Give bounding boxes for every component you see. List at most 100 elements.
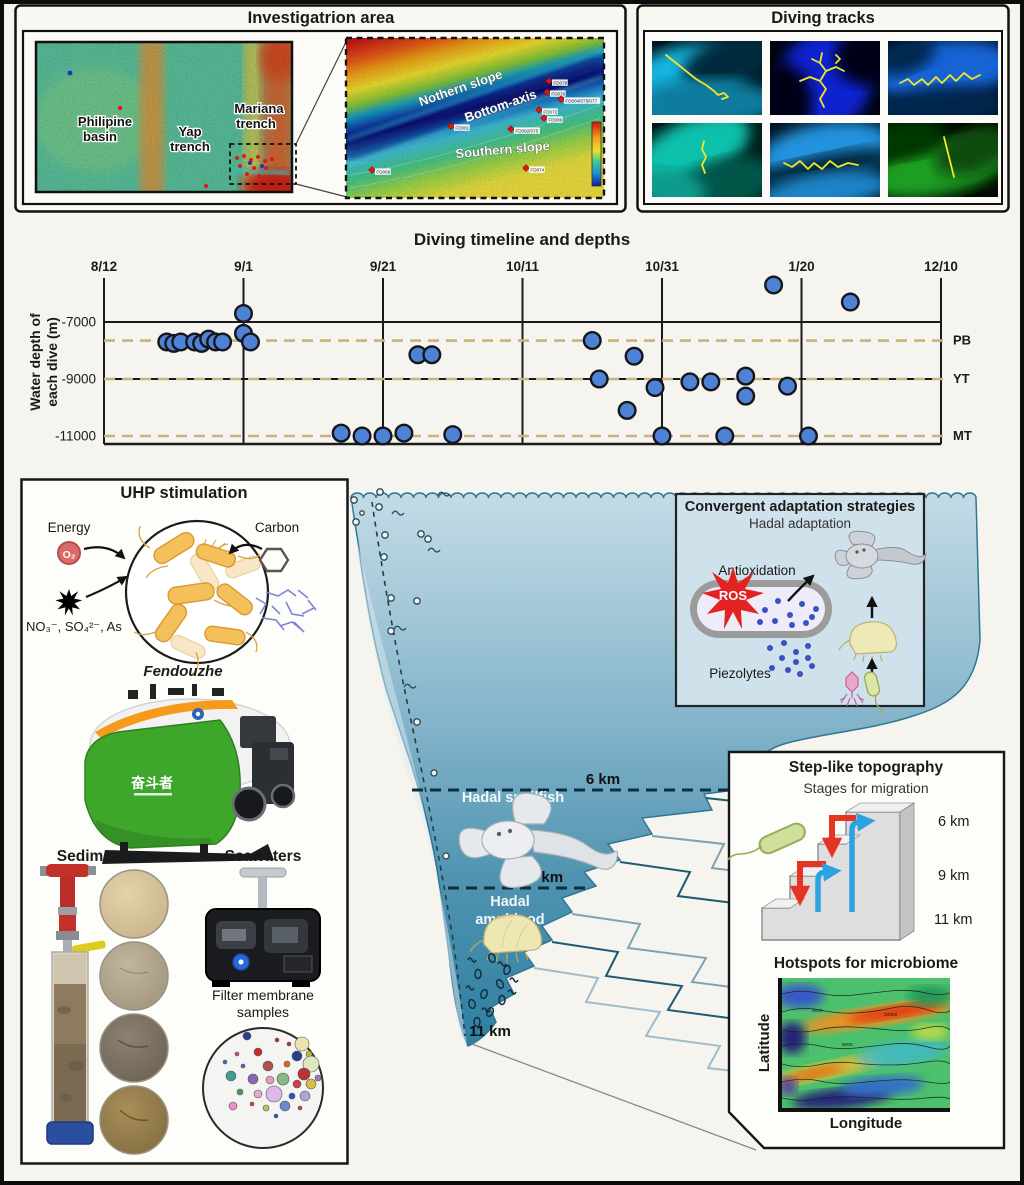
dive-depth-point xyxy=(213,332,233,352)
migrating-bacterium-icon xyxy=(727,822,806,861)
dive-site-label: FD084/075/077 xyxy=(565,98,597,103)
dive-site-marker xyxy=(545,77,553,85)
dive-track-line xyxy=(899,72,981,86)
contour-label-1: 9000 xyxy=(812,1008,823,1014)
dive-depth-point xyxy=(373,426,393,446)
uhp-title: UHP stimulation xyxy=(120,484,247,502)
regional-map-border xyxy=(34,40,294,194)
label-philippine-basin-2: basin xyxy=(83,129,117,144)
seawater-sampler-photo xyxy=(205,867,321,987)
stair-depth-6km: 6 km xyxy=(938,814,969,830)
label-mariana-trench-2: trench xyxy=(236,116,276,131)
dive-site-marker xyxy=(522,164,530,172)
piezolyte-dots xyxy=(757,598,819,677)
x-tick-label: 12/10 xyxy=(924,259,958,274)
dive-depth-point xyxy=(840,292,860,312)
fendouzhe-submersible-illustration: 奋斗者 xyxy=(84,684,296,864)
microbes-illustration xyxy=(133,525,261,675)
depth-label-11km: 11 km xyxy=(469,1023,511,1040)
dive-site-marker xyxy=(507,125,515,133)
adaptation-snailfish-icon xyxy=(834,530,927,580)
zoom-connector-bottom xyxy=(295,183,348,198)
dive-depth-point xyxy=(394,423,414,443)
oxygen-label: O₂ xyxy=(63,549,76,561)
dive-site-label: FD081 xyxy=(455,125,469,130)
investigation-title: Investigatrion area xyxy=(248,9,396,27)
sediments-title: Sediments xyxy=(57,848,135,865)
hotspots-y-axis xyxy=(778,978,782,1112)
dive-site-label: FD074 xyxy=(530,167,544,172)
dive-depth-point xyxy=(617,400,637,420)
x-tick-label: 9/21 xyxy=(370,259,397,274)
lignin-structure-icon xyxy=(255,589,317,633)
dive-depth-point xyxy=(582,331,602,351)
oxygen-icon xyxy=(57,541,81,565)
migration-arrow-up-1 xyxy=(849,812,876,912)
label-yap-trench-2: trench xyxy=(170,139,210,154)
chart-plot-area: 8/12 9/1 9/21 10/11 10/31 1/20 12/10 -7000 -9000… xyxy=(55,259,972,446)
dive-site-marker xyxy=(535,106,543,114)
phage-icon xyxy=(839,671,865,707)
dive-depth-point xyxy=(736,386,756,406)
dive-depth-point xyxy=(240,332,260,352)
water-left-highlight xyxy=(351,498,467,1044)
hadal-amphipod-illustration xyxy=(469,914,542,963)
adaptation-amphipod-icon xyxy=(838,621,897,663)
energy-label: Energy xyxy=(48,520,91,535)
topography-title: Step-like topography xyxy=(789,759,944,776)
hotspots-heatmap: 9000 10000 8000 xyxy=(782,978,950,1108)
label-mariana-trench-1: Mariana xyxy=(234,101,284,116)
hotspots-xlabel: Longitude xyxy=(830,1115,902,1132)
stair-depth-11km: 11 km xyxy=(934,912,972,928)
hull-marking-label: 奋斗者 xyxy=(130,775,173,791)
dive-depth-point xyxy=(645,378,665,398)
dive-trajectory-dashed xyxy=(371,501,466,1037)
x-tick-label: 1/20 xyxy=(788,259,814,274)
svg-text:Water depth of: Water depth of xyxy=(27,313,43,411)
diving-track-thumbnail xyxy=(888,123,998,197)
stair-depth-9km: 9 km xyxy=(938,868,969,884)
dive-site-label: FD072 xyxy=(543,109,557,114)
adaptation-subtitle: Hadal adaptation xyxy=(749,516,851,531)
antioxidation-label: Antioxidation xyxy=(718,563,795,578)
energy-arrow xyxy=(83,546,126,560)
dive-track-line xyxy=(825,66,845,72)
ros-burst-icon xyxy=(702,567,764,629)
filter-membrane-label-1: Filter membrane xyxy=(212,987,314,1003)
colorbar-tick-1: -2000 xyxy=(603,123,615,128)
ros-label: ROS xyxy=(719,588,748,603)
dive-depth-point xyxy=(715,426,735,446)
dive-timeline-chart: Diving timeline and depths Water depth o… xyxy=(27,230,972,446)
colorbar-tick-4: -8000 xyxy=(603,165,615,170)
contour-label-3: 8000 xyxy=(842,1042,853,1048)
diving-track-thumbnail xyxy=(770,41,880,115)
zoom-connector-top xyxy=(295,39,348,145)
x-tick-label: 10/31 xyxy=(645,259,679,274)
seawaters-title: Seawaters xyxy=(225,848,302,865)
ref-line-label: YT xyxy=(953,371,970,386)
dive-site-label: FD076 xyxy=(551,91,565,96)
contour-label-2: 10000 xyxy=(884,1012,898,1018)
depth-colorbar xyxy=(591,121,602,187)
adaptation-strategies-box: Convergent adaptation strategies Hadal a… xyxy=(674,492,927,717)
dive-track-line xyxy=(799,76,821,82)
topography-hotspots-panel: Step-like topography Stages for migratio… xyxy=(727,750,1006,1150)
diving-track-thumbnail xyxy=(652,41,762,115)
dive-site-marker xyxy=(368,166,376,174)
dive-track-line xyxy=(835,54,841,64)
label-philippine-basin-1: Philipine xyxy=(78,114,132,129)
uhp-sampling-panel: UHP stimulation xyxy=(20,478,349,1165)
filter-membrane-illustration xyxy=(202,1027,324,1149)
regional-bathymetry-map xyxy=(36,42,292,192)
dive-site-label: FD079 xyxy=(553,80,567,85)
dive-site-label: FD066 xyxy=(376,169,390,174)
x-tick-label: 9/1 xyxy=(234,259,253,274)
dive-depth-point xyxy=(624,346,644,366)
topography-subtitle: Stages for migration xyxy=(803,780,928,796)
diving-track-thumbnail xyxy=(652,123,762,197)
dive-track-line xyxy=(701,140,707,174)
hotspots-ylabel: Latitude xyxy=(756,1014,773,1072)
submersible-name-label: Fendouzhe xyxy=(143,663,222,680)
